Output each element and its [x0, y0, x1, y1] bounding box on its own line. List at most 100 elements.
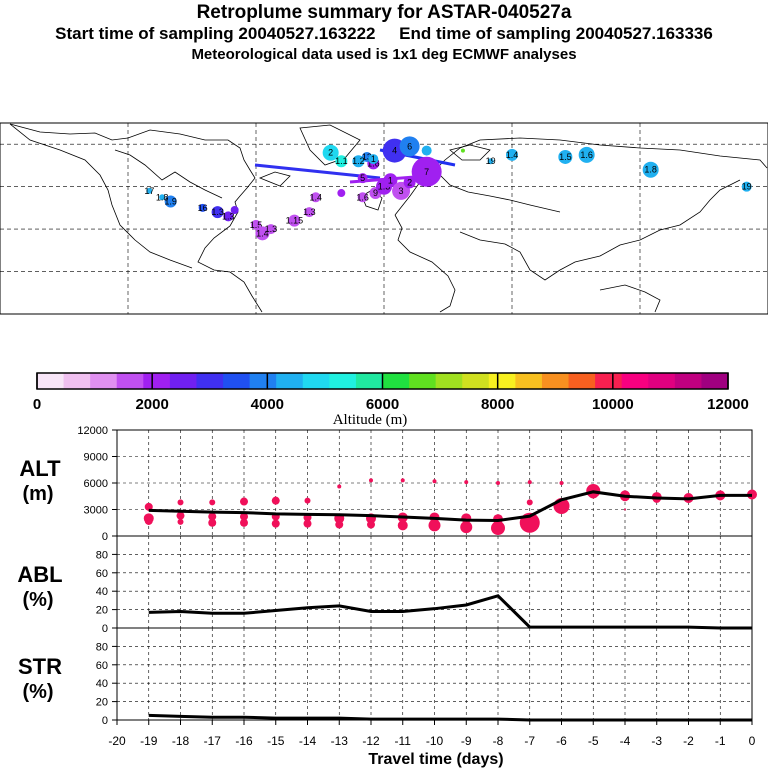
panel-yunit: (m): [22, 483, 53, 505]
map-dot-label: 1.2: [352, 156, 365, 166]
map-dot-label: 2: [328, 148, 333, 158]
map-dot-label: 1.8: [644, 165, 657, 175]
abl-line: [148, 594, 752, 630]
map-dot: [352, 155, 365, 168]
map-dot-label: 9: [373, 188, 378, 198]
alt-point: [271, 496, 280, 505]
map-dot: [146, 187, 153, 194]
mean-altitude-line: [148, 490, 752, 523]
alt-point: [335, 520, 344, 529]
map-dot-label: 7: [424, 167, 429, 177]
panel-yunit: (%): [22, 681, 53, 703]
alt-point: [208, 512, 217, 521]
alt-point: [400, 478, 405, 483]
sampling-times: Start time of sampling 20040527.163222 E…: [0, 24, 768, 44]
colorbar-tick-label: 0: [33, 396, 41, 413]
time-series-panels: 030006000900012000ALT(m)020406080ABL(%)0…: [17, 425, 757, 768]
colorbar-swatch: [648, 373, 676, 389]
x-tick-label: -10: [426, 734, 444, 748]
panel-yunit: (%): [22, 589, 53, 611]
y-tick-label: 0: [102, 715, 108, 727]
y-tick-label: 60: [96, 568, 108, 580]
alt-point: [303, 519, 312, 528]
colorbar-swatch: [568, 373, 596, 389]
panel-alt: 0 3000 6000 9000 12000 ALT(m): [19, 425, 757, 543]
map-dot: [411, 156, 442, 187]
y-tick-label: 6000: [84, 478, 108, 490]
map-dot: [460, 148, 465, 153]
colorbar-swatch: [515, 373, 543, 389]
panel-ylabel: ALT: [19, 456, 61, 481]
colorbar-tick-label: 10000: [592, 396, 634, 413]
colorbar-swatch: [143, 373, 171, 389]
colorbar-ticks: 0 2000 4000 6000 8000 10000 12000: [33, 373, 749, 413]
map-dot: [211, 206, 224, 219]
map-dot-label: 6: [407, 141, 412, 151]
colorbar-swatch: [541, 373, 570, 389]
x-tick-label: -14: [299, 734, 317, 748]
map-dot-label: 1.3: [378, 182, 391, 192]
x-tick-label: -16: [235, 734, 253, 748]
x-tick-label: -17: [204, 734, 222, 748]
colorbar-swatch: [90, 373, 118, 389]
x-tick-label: -12: [362, 734, 380, 748]
alt-point: [432, 479, 437, 484]
x-axis-label: Travel time (days): [368, 751, 503, 768]
map-dot-label: 16: [198, 203, 208, 213]
map-dot: [255, 226, 270, 241]
y-tick-label: 20: [96, 605, 108, 617]
y-tick-label: 80: [96, 641, 108, 653]
x-tick-label: -18: [172, 734, 190, 748]
map-dot: [357, 192, 368, 203]
alt-point: [337, 484, 342, 489]
map-dot: [399, 136, 420, 157]
colorbar-swatch: [249, 373, 277, 389]
colorbar: 0 2000 4000 6000 8000 10000 12000 Altitude (m): [33, 372, 749, 428]
alt-point: [496, 481, 500, 485]
map-dot-label: 1: [388, 175, 393, 185]
alt-point: [559, 481, 564, 485]
y-tick-label: 9000: [84, 452, 108, 464]
map-dot-label: 1.4: [256, 228, 269, 238]
start-time-label: Start time of sampling 20040527.163222: [55, 24, 376, 43]
map-dot: [288, 214, 301, 227]
alt-point: [369, 478, 373, 483]
alt-point: [460, 521, 473, 534]
y-tick-label: 20: [96, 697, 108, 709]
colorbar-swatch: [621, 373, 649, 389]
x-tick-label: -7: [524, 734, 535, 748]
map-dot: [251, 219, 261, 230]
colorbar-swatch: [488, 373, 516, 389]
map-dot: [642, 161, 659, 178]
alt-point: [240, 518, 248, 527]
colorbar-swatch: [329, 373, 357, 389]
x-tick-label: -5: [588, 734, 599, 748]
alt-point: [209, 499, 216, 506]
y-tick-label: 0: [102, 531, 108, 543]
alt-point: [367, 520, 375, 529]
colorbar-swatch: [37, 373, 65, 389]
alt-point: [491, 521, 505, 536]
map-dot-label: 1.4: [309, 192, 322, 202]
colorbar-swatch: [63, 373, 91, 389]
map-dot-label: 4: [392, 146, 397, 156]
coastlines: [9, 123, 768, 313]
colorbar-swatch: [674, 373, 702, 389]
alt-point: [464, 480, 469, 485]
alt-point: [526, 499, 533, 506]
alt-point: [208, 518, 217, 527]
alt-point: [304, 497, 311, 504]
colorbar-label: Altitude (m): [333, 412, 408, 428]
map-dot: [337, 189, 346, 198]
map-dot: [558, 149, 573, 164]
x-tick-label: -11: [395, 734, 412, 748]
map-dot-label: 1.5: [559, 152, 572, 162]
alt-point: [176, 511, 185, 520]
map-dot: [421, 145, 432, 156]
alt-point: [144, 516, 153, 525]
alt-point: [624, 508, 626, 511]
end-time-label: End time of sampling 20040527.163336: [399, 24, 713, 43]
colorbar-swatch: [116, 373, 144, 389]
